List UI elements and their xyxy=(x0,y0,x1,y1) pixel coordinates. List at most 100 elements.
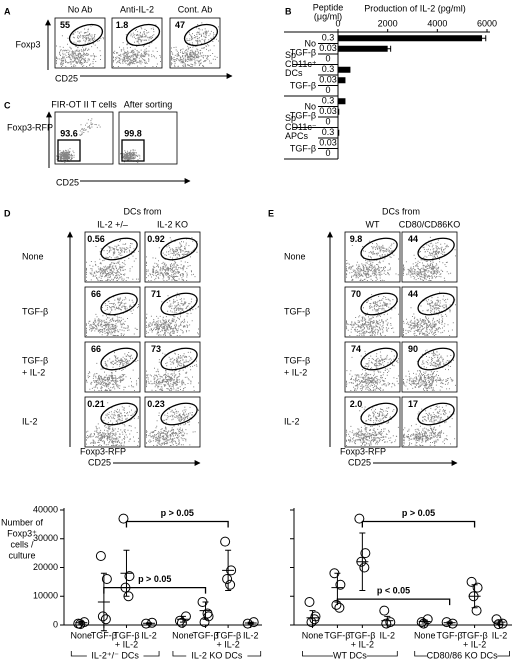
significance-bracket xyxy=(125,520,229,528)
flow-plot-frame xyxy=(144,231,201,283)
x-tick-label: 4000 xyxy=(427,18,447,28)
gate-value: 0.21 xyxy=(87,399,105,409)
data-point xyxy=(309,614,320,625)
data-point xyxy=(101,574,112,584)
x-tick-label: None xyxy=(302,630,324,640)
group-bracket xyxy=(414,651,510,657)
x-axis-label: CD25 xyxy=(56,177,79,187)
peptide-dose: 0 xyxy=(325,85,330,95)
data-point xyxy=(199,617,210,628)
x-tick-label: + IL-2 xyxy=(463,639,486,649)
header: DCs from xyxy=(382,206,420,216)
x-tick-label: + IL-2 xyxy=(115,639,138,649)
data-point xyxy=(124,571,135,582)
data-point xyxy=(497,618,508,629)
gate-value: 9.8 xyxy=(350,234,363,244)
column-header: Peptide xyxy=(313,2,344,12)
flow-dots xyxy=(86,352,139,391)
peptide-dose: 0 xyxy=(325,117,330,127)
gate xyxy=(360,237,398,261)
gate-value: 17 xyxy=(408,399,418,409)
gate-value: 44 xyxy=(408,289,418,299)
error-bar xyxy=(384,45,392,52)
y-tick-label: 10000 xyxy=(33,591,58,601)
x-tick-label: + IL-2 xyxy=(351,639,374,649)
gate-value: 0.23 xyxy=(147,399,165,409)
plot-title: After sorting xyxy=(124,99,173,109)
gate xyxy=(360,292,398,316)
plot-title: Cont. Ab xyxy=(178,4,213,14)
panel-label: A xyxy=(4,6,11,16)
peptide-dose: 0 xyxy=(325,148,330,158)
flow-dots xyxy=(56,118,101,163)
flow-plot-frame xyxy=(54,17,106,69)
gate-value: 71 xyxy=(151,289,161,299)
gate-value: 0.92 xyxy=(147,234,165,244)
data-point xyxy=(335,579,346,590)
x-tick-label: None xyxy=(172,630,194,640)
group-label: APCs xyxy=(285,131,309,141)
gate-value: 47 xyxy=(175,20,185,30)
peptide-dose: 0.3 xyxy=(322,96,335,106)
x-tick-label: TGF-β xyxy=(91,630,117,640)
row-label: IL-2 xyxy=(284,416,300,426)
treatment-label: No xyxy=(304,39,316,49)
group-label: IL-2 KO DCs xyxy=(191,650,243,660)
column-label: WT xyxy=(366,219,380,229)
flow-dots xyxy=(146,237,198,281)
x-tick-label: TGF-β xyxy=(113,630,139,640)
flow-dots xyxy=(86,296,139,336)
x-tick-label: TGF-β xyxy=(437,630,463,640)
row-label: None xyxy=(22,251,44,261)
group-label: CD11c⁺ xyxy=(285,59,317,69)
data-point xyxy=(466,576,477,587)
gate xyxy=(417,237,455,261)
flow-plot-frame xyxy=(401,231,458,283)
y-tick-label: 0 xyxy=(53,619,58,629)
peptide-dose: 0.03 xyxy=(319,43,337,53)
x-tick-label: TGF-β xyxy=(215,630,241,640)
peptide-dose: 0.3 xyxy=(322,127,335,137)
x-axis-label: CD25 xyxy=(348,457,371,467)
gate-value: 99.8 xyxy=(124,128,142,138)
gate-value: 66 xyxy=(91,289,101,299)
y-axis-label: Foxp3-RFP xyxy=(7,122,53,132)
bar xyxy=(338,77,346,84)
gate xyxy=(100,402,138,426)
row-label: None xyxy=(284,251,306,261)
flow-dots xyxy=(146,406,199,446)
y-tick-label: 20000 xyxy=(33,562,58,572)
x-tick-label: 2000 xyxy=(378,18,398,28)
treatment-label: TGF-β xyxy=(290,48,316,58)
flow-dots xyxy=(120,149,141,163)
data-point xyxy=(222,574,233,584)
x-tick-label: None xyxy=(414,630,436,640)
x-tick-label: TGF-β xyxy=(462,630,488,640)
column-label: IL-2 +/– xyxy=(97,219,128,229)
gate xyxy=(100,237,138,261)
gate-value: 55 xyxy=(60,20,70,30)
gate-value: 90 xyxy=(408,344,418,354)
x-tick-label: IL-2 xyxy=(243,630,259,640)
flow-plot-frame xyxy=(344,341,401,393)
flow-dots xyxy=(403,404,456,446)
row-label: + IL-2 xyxy=(284,367,307,377)
group-label: DCs xyxy=(285,68,303,78)
data-point xyxy=(220,536,231,547)
group-label: Sp xyxy=(285,50,296,60)
bar xyxy=(338,129,340,136)
peptide-dose: 0.03 xyxy=(319,75,337,85)
data-point xyxy=(202,608,213,619)
group-label: CD80/86 KO DCs xyxy=(427,650,499,660)
plot-title: No Ab xyxy=(68,4,93,14)
data-point xyxy=(472,582,483,593)
treatment-label: TGF-β xyxy=(290,144,316,154)
y-axis-label: Foxp3 xyxy=(15,39,40,49)
x-tick-label: TGF-β xyxy=(192,630,218,640)
data-point xyxy=(225,579,236,590)
gate xyxy=(417,347,455,371)
data-point xyxy=(354,513,365,524)
x-tick-label: None xyxy=(71,630,93,640)
y-axis-label: cells / xyxy=(10,539,34,549)
